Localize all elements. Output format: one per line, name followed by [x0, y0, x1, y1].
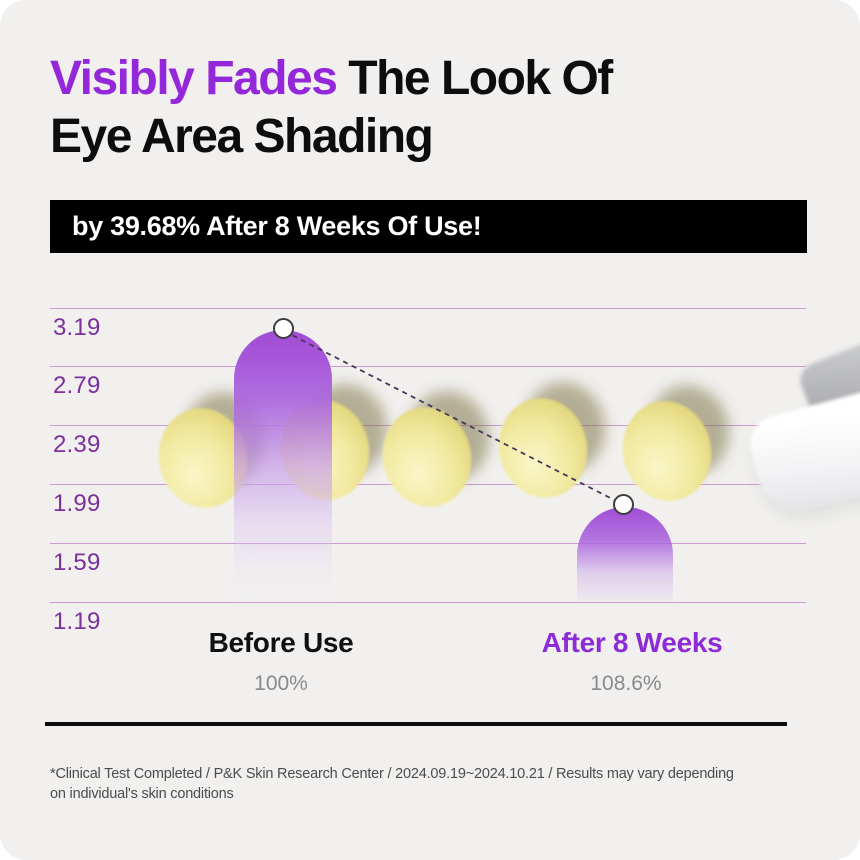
- category-label-before: Before Use: [208, 627, 354, 658]
- y-axis-tick: 3.19: [53, 314, 101, 341]
- data-point-marker-after: [613, 494, 634, 515]
- claim-banner-text: by 39.68% After 8 Weeks Of Use!: [72, 211, 482, 241]
- footnote-line2: on individual's skin conditions: [50, 786, 234, 802]
- category-label-after: After 8 Weeks: [541, 627, 723, 658]
- y-axis-tick: 2.39: [53, 431, 101, 458]
- y-axis-tick: 1.19: [53, 608, 101, 635]
- capsule-blob: [489, 373, 615, 507]
- capsule-blob: [373, 382, 499, 516]
- bar-before-use: [234, 330, 332, 614]
- title-line1: Visibly Fades The Look Of: [50, 50, 613, 108]
- gridline: [50, 543, 806, 545]
- divider-line: [45, 722, 787, 726]
- data-point-marker-before: [273, 318, 294, 339]
- percent-label-before: 100%: [254, 672, 308, 695]
- footnote-line1: *Clinical Test Completed / P&K Skin Rese…: [50, 766, 734, 782]
- capsule-blob: [613, 376, 739, 510]
- gridline: [50, 308, 806, 310]
- gridline: [50, 602, 806, 604]
- page-title: Visibly Fades The Look Of Eye Area Shadi…: [50, 50, 613, 166]
- bar-after-8-weeks: [577, 507, 673, 607]
- title-rest: The Look Of: [336, 52, 613, 105]
- title-highlight: Visibly Fades: [50, 52, 338, 105]
- claim-banner: by 39.68% After 8 Weeks Of Use!: [50, 200, 807, 253]
- gridline: [50, 366, 806, 368]
- title-line2: Eye Area Shading: [50, 110, 434, 163]
- product-tube: [743, 387, 860, 521]
- y-axis-tick: 2.79: [53, 372, 101, 399]
- y-axis-tick: 1.59: [53, 549, 101, 576]
- footnote: *Clinical Test Completed / P&K Skin Rese…: [50, 764, 795, 804]
- percent-label-after: 108.6%: [590, 672, 662, 695]
- y-axis-tick: 1.99: [53, 490, 101, 517]
